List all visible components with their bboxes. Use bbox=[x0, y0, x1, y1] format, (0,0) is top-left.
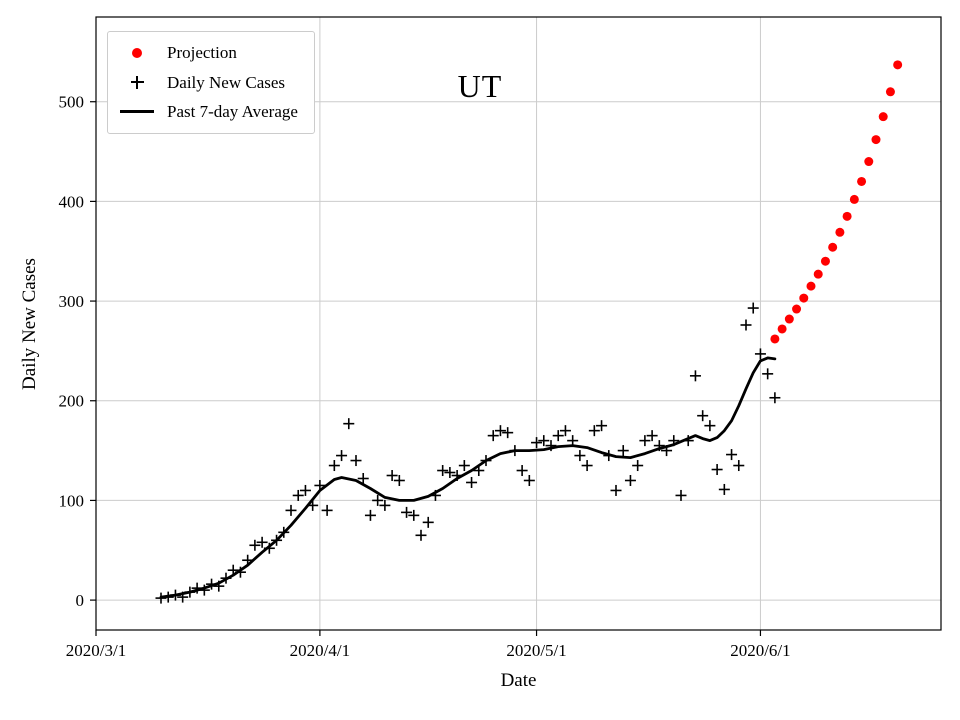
svg-text:2020/4/1: 2020/4/1 bbox=[290, 641, 350, 660]
svg-text:100: 100 bbox=[59, 491, 85, 510]
legend-label-average: Past 7-day Average bbox=[167, 102, 298, 122]
y-axis-label: Daily New Cases bbox=[19, 258, 40, 390]
line-marker-icon bbox=[120, 110, 154, 114]
legend-label-projection: Projection bbox=[167, 43, 237, 62]
svg-text:2020/5/1: 2020/5/1 bbox=[506, 641, 566, 660]
x-axis-label: Date bbox=[500, 670, 537, 691]
svg-text:0: 0 bbox=[76, 591, 85, 610]
svg-text:400: 400 bbox=[59, 192, 85, 211]
legend-item-daily: Daily New Cases bbox=[120, 73, 298, 93]
plus-marker-icon bbox=[120, 75, 154, 89]
svg-text:200: 200 bbox=[59, 392, 85, 411]
legend-item-average: Past 7-day Average bbox=[120, 102, 298, 122]
svg-text:2020/6/1: 2020/6/1 bbox=[730, 641, 790, 660]
legend-label-daily: Daily New Cases bbox=[167, 72, 286, 92]
legend-item-projection: Projection bbox=[120, 43, 298, 63]
svg-text:300: 300 bbox=[59, 292, 85, 311]
svg-text:2020/3/1: 2020/3/1 bbox=[66, 641, 126, 660]
svg-text:500: 500 bbox=[59, 93, 85, 112]
legend: Projection Daily New Cases Past 7-day Av… bbox=[107, 31, 315, 134]
projection-marker-icon bbox=[120, 47, 154, 58]
